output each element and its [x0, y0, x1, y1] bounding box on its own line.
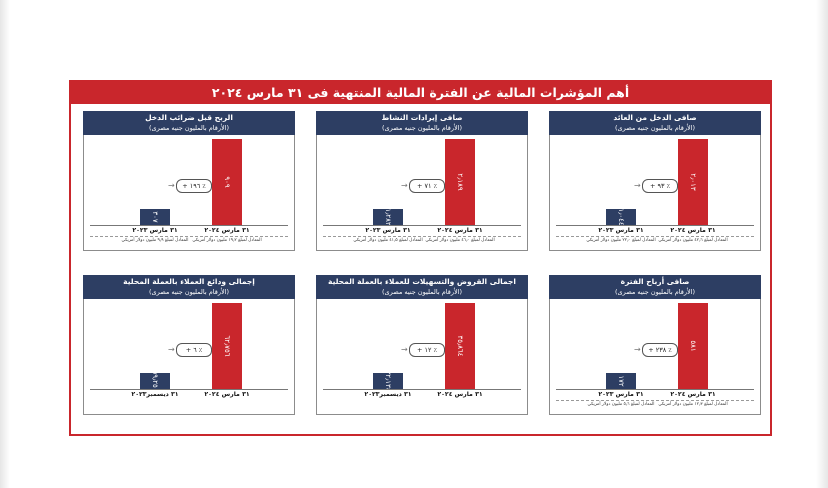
x-tick-label: ٣١ مارس ٢٠٢٤ [437, 227, 483, 234]
chart-title: إجمالى ودائع العملاء بالعملة المحلية [123, 277, 255, 286]
growth-arrow-icon: → [401, 345, 408, 354]
x-tick-label: ٣١ مارس ٢٠٢٤ [437, 391, 483, 398]
growth-badge: + ٧١ ٪ [409, 179, 445, 193]
x-axis-line [90, 225, 288, 226]
chart-subtitle: (الأرقام بالمليون جنيه مصرى) [148, 288, 230, 296]
x-tick-label: ٣١ مارس ٢٠٢٣ [598, 391, 644, 398]
chart-title: صافى أرباح الفترة [620, 277, 690, 286]
x-tick-label: ٣١ مارس ٢٠٢٤ [204, 227, 250, 234]
chart-title: الربح قبل ضرائب الدخل [145, 113, 233, 122]
bar-value-label: ١٫٠٤٤ [617, 208, 625, 226]
usd-equivalent-note: المعادل لمبلغ ١٩٫٢ مليون دولار أمريكي [192, 238, 262, 243]
bar-current: ٢٫١٨٩ [445, 139, 475, 225]
chart-subtitle: (الأرقام بالمليون جنيه مصرى) [148, 124, 230, 132]
growth-badge: + ٦ ٪ [176, 343, 212, 357]
page-title: أهم المؤشرات المالية عن الفترة المالية ا… [71, 82, 770, 104]
chart-plot: ٩٠٩ ٣١ مارس ٢٠٢٤ ٣٠٧ ٣١ مارس ٢٠٢٣ المعادل لم… [84, 135, 294, 251]
usd-equivalent-note: المعادل لمبلغ ٤٢٫٦ مليون دولار أمريكي [658, 238, 728, 243]
chart-header: صافى إيرادات النشاط (الأرقام بالمليون جني… [316, 111, 528, 135]
chart-panel: اجمالى القروض والتسهيلات للعملاء بالعملة… [316, 275, 528, 415]
page-shadow-left [0, 0, 10, 488]
x-tick-label: ٣١ ديسمبر٢٠٢٣ [364, 391, 412, 398]
bar-current: ٦٢٫٧٥٦ [212, 303, 242, 389]
x-tick-label: ٣١ مارس ٢٠٢٤ [670, 227, 716, 234]
x-tick-label: ٣١ مارس ٢٠٢٤ [204, 391, 250, 398]
x-axis-line [323, 389, 521, 390]
bar-current: ٥٨١ [678, 303, 708, 389]
chart-title: اجمالى القروض والتسهيلات للعملاء بالعملة… [328, 277, 516, 286]
chart-header: اجمالى القروض والتسهيلات للعملاء بالعملة… [316, 275, 528, 299]
usd-equivalent-note: المعادل لمبلغ ٩٫٩ مليون دولار أمريكي [121, 238, 189, 243]
divider [556, 236, 754, 237]
bar-prior: ٣٠٧ [140, 209, 170, 225]
usd-equivalent-note: المعادل لمبلغ ٤١٫٥ مليون دولار أمريكي [353, 238, 423, 243]
divider [323, 236, 521, 237]
bar-current: ٢٫٠١٣ [678, 139, 708, 225]
growth-arrow-icon: → [634, 345, 641, 354]
chart-subtitle: (الأرقام بالمليون جنيه مصرى) [381, 288, 463, 296]
chart-plot: ٣٥٫٨٦٤ ٣١ مارس ٢٠٢٤ ٣٢٫١٣٤ ٣١ ديسمبر٢٠٢٣ + ١… [317, 299, 527, 415]
chart-panel: صافى أرباح الفترة (الأرقام بالمليون جنيه … [549, 275, 761, 415]
x-tick-label: ٣١ ديسمبر٢٠٢٣ [131, 391, 179, 398]
bar-value-label: ٢٫٠١٣ [689, 173, 697, 191]
chart-subtitle: (الأرقام بالمليون جنيه مصرى) [614, 124, 696, 132]
chart-panel: الربح قبل ضرائب الدخل (الأرقام بالمليون ج… [83, 111, 295, 251]
usd-equivalent-note: المعادل لمبلغ ١٢٫٣ مليون دولار أمريكي [658, 402, 728, 407]
usd-equivalent-note: المعادل لمبلغ ٤٦٫٠ مليون دولار أمريكي [425, 238, 495, 243]
divider [90, 236, 288, 237]
chart-plot: ٢٫٠١٣ ٣١ مارس ٢٠٢٤ ١٫٠٤٤ ٣١ مارس ٢٠٢٣ المعاد… [550, 135, 760, 251]
usd-equivalent-note: المعادل لمبلغ ٥٫٦ مليون دولار أمريكي [587, 402, 655, 407]
growth-arrow-icon: → [168, 345, 175, 354]
x-axis-line [90, 389, 288, 390]
chart-subtitle: (الأرقام بالمليون جنيه مصرى) [381, 124, 463, 132]
x-tick-label: ٣١ مارس ٢٠٢٤ [670, 391, 716, 398]
chart-plot: ٥٨١ ٣١ مارس ٢٠٢٤ ١٧٢ ٣١ مارس ٢٠٢٣ المعادل لم… [550, 299, 760, 415]
growth-badge: + ٩٣ ٪ [642, 179, 678, 193]
bar-value-label: ٩٠٩ [223, 176, 231, 188]
growth-badge: + ١٩٦ ٪ [176, 179, 212, 193]
bar-value-label: ٦٢٫٧٥٦ [223, 335, 231, 357]
bar-prior: ١٫٠٤٤ [606, 208, 636, 226]
x-tick-label: ٣١ مارس ٢٠٢٣ [132, 227, 178, 234]
bar-value-label: ١٫٢٨٢ [384, 208, 392, 226]
x-axis-line [556, 389, 754, 390]
chart-header: صافى أرباح الفترة (الأرقام بالمليون جنيه … [549, 275, 761, 299]
bar-value-label: ١٧٢ [617, 375, 625, 387]
growth-arrow-icon: → [401, 181, 408, 190]
bar-current: ٣٥٫٨٦٤ [445, 303, 475, 389]
chart-subtitle: (الأرقام بالمليون جنيه مصرى) [614, 288, 696, 296]
bar-value-label: ٢٫١٨٩ [456, 173, 464, 191]
chart-plot: ٢٫١٨٩ ٣١ مارس ٢٠٢٤ ١٫٢٨٢ ٣١ مارس ٢٠٢٣ المعاد… [317, 135, 527, 251]
indicators-frame: أهم المؤشرات المالية عن الفترة المالية ا… [69, 80, 772, 436]
chart-panel: صافى الدخل من العائد (الأرقام بالمليون جن… [549, 111, 761, 251]
bar-value-label: ٥٨١ [689, 340, 697, 352]
growth-arrow-icon: → [168, 181, 175, 190]
x-tick-label: ٣١ مارس ٢٠٢٣ [598, 227, 644, 234]
x-tick-label: ٣١ مارس ٢٠٢٣ [365, 227, 411, 234]
page-shadow-right [816, 0, 828, 488]
chart-title: صافى إيرادات النشاط [381, 113, 463, 122]
growth-badge: + ٢٣٨ ٪ [642, 343, 678, 357]
growth-badge: + ١٢ ٪ [409, 343, 445, 357]
growth-arrow-icon: → [634, 181, 641, 190]
bar-prior: ٣٢٫١٣٤ [373, 370, 403, 392]
bar-prior: ١٫٢٨٢ [373, 208, 403, 226]
bar-current: ٩٠٩ [212, 139, 242, 225]
bar-value-label: ٣٠٧ [151, 211, 159, 223]
bar-prior: ١٧٢ [606, 373, 636, 389]
usd-equivalent-note: المعادل لمبلغ ٢٢٫٠ مليون دولار أمريكي [586, 238, 656, 243]
chart-header: الربح قبل ضرائب الدخل (الأرقام بالمليون ج… [83, 111, 295, 135]
x-axis-line [323, 225, 521, 226]
bar-prior: ٥٩٫٢٥٠ [140, 370, 170, 392]
divider [556, 400, 754, 401]
chart-panel: صافى إيرادات النشاط (الأرقام بالمليون جني… [316, 111, 528, 251]
bar-value-label: ٣٥٫٨٦٤ [456, 335, 464, 357]
chart-header: صافى الدخل من العائد (الأرقام بالمليون جن… [549, 111, 761, 135]
chart-header: إجمالى ودائع العملاء بالعملة المحلية (الأ… [83, 275, 295, 299]
x-axis-line [556, 225, 754, 226]
chart-plot: ٦٢٫٧٥٦ ٣١ مارس ٢٠٢٤ ٥٩٫٢٥٠ ٣١ ديسمبر٢٠٢٣ + ٦… [84, 299, 294, 415]
chart-title: صافى الدخل من العائد [613, 113, 697, 122]
chart-panel: إجمالى ودائع العملاء بالعملة المحلية (الأ… [83, 275, 295, 415]
